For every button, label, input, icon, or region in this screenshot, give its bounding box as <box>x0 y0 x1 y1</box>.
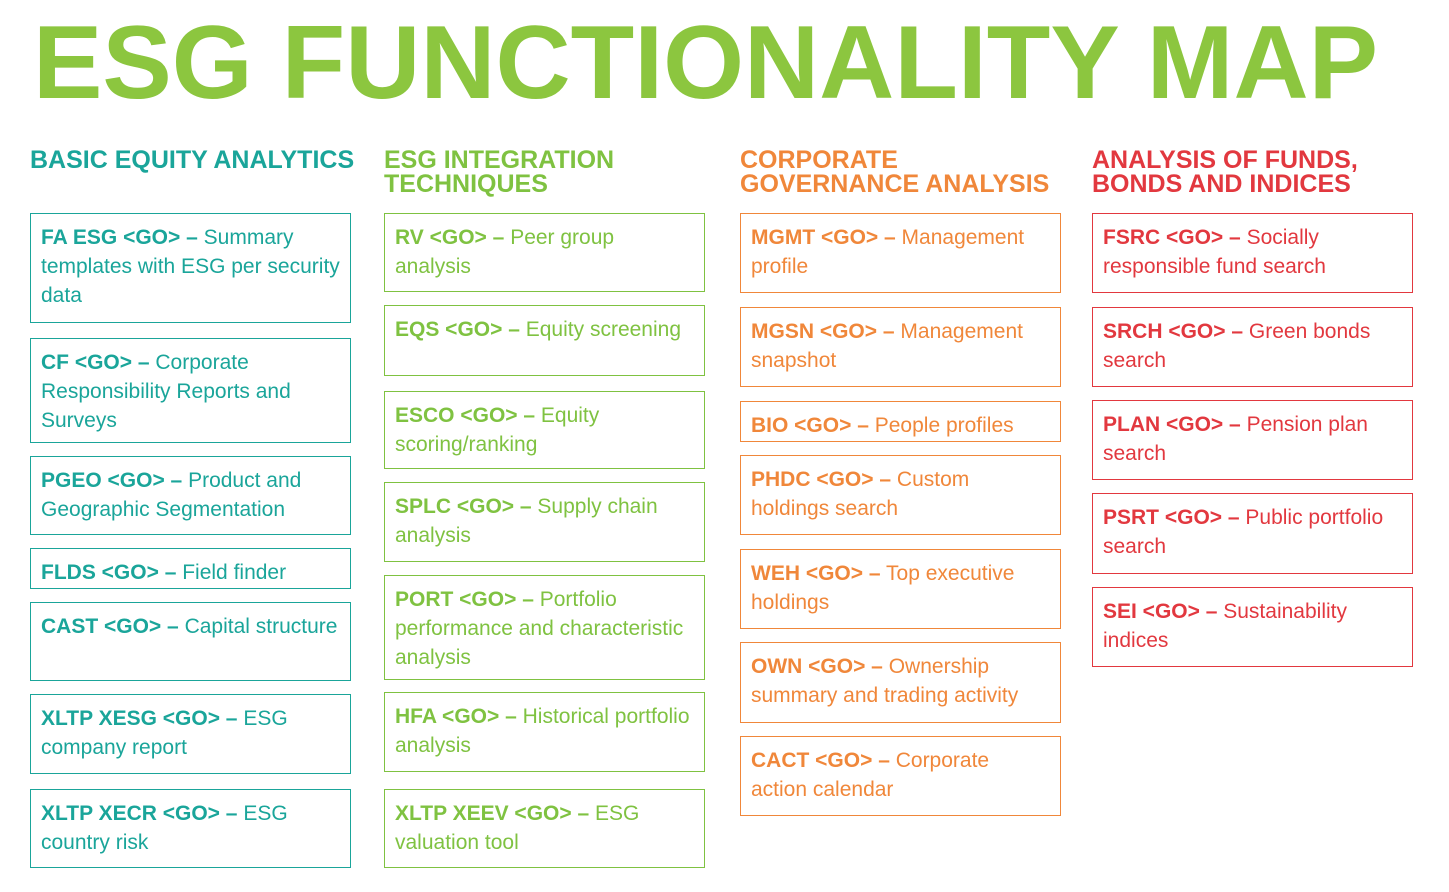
item-box: SRCH <GO> – Green bonds search <box>1092 307 1413 387</box>
description: Corporate Responsibility Reports and Sur… <box>41 351 291 432</box>
item-box: XLTP XEEV <GO> – ESG valuation tool <box>384 789 705 868</box>
description: Field finder <box>182 561 287 584</box>
description: Custom holdings search <box>751 468 970 520</box>
command: PGEO <GO> – <box>41 469 183 492</box>
command: MGSN <GO> – <box>751 320 895 343</box>
item-box: OWN <GO> – Ownership summary and trading… <box>740 642 1061 723</box>
command: FSRC <GO> – <box>1103 226 1241 249</box>
command: SPLC <GO> – <box>395 495 532 518</box>
command: XLTP XEEV <GO> – <box>395 802 590 825</box>
item-box: ESCO <GO> – Equity scoring/ranking <box>384 391 705 469</box>
item-box: FSRC <GO> – Socially responsible fund se… <box>1092 213 1413 293</box>
item-box: XLTP XECR <GO> – ESG country risk <box>30 789 351 868</box>
description: Peer group analysis <box>395 226 615 278</box>
command: PORT <GO> – <box>395 588 534 611</box>
command: PSRT <GO> – <box>1103 506 1240 529</box>
description: ESG country risk <box>41 802 288 854</box>
item-box: HFA <GO> – Historical portfolio analysis <box>384 692 705 772</box>
command: XLTP XESG <GO> – <box>41 707 238 730</box>
item-box: CAST <GO> – Capital structure <box>30 602 351 681</box>
description: Sustainability indices <box>1103 600 1347 652</box>
item-box: BIO <GO> – People profiles <box>740 401 1061 442</box>
item-box: WEH <GO> – Top executive holdings <box>740 549 1061 629</box>
description: Supply chain analysis <box>395 495 658 547</box>
description: Product and Geographic Segmentation <box>41 469 302 521</box>
description: People profiles <box>874 414 1014 437</box>
command: SEI <GO> – <box>1103 600 1218 623</box>
column-heading: ANALYSIS OF FUNDS, BONDS AND INDICES <box>1092 146 1358 198</box>
command: CACT <GO> – <box>751 749 890 772</box>
item-box: SEI <GO> – Sustainability indices <box>1092 587 1413 667</box>
item-box: PSRT <GO> – Public portfolio search <box>1092 493 1413 574</box>
description: Equity scoring/ranking <box>395 404 600 456</box>
item-box: XLTP XESG <GO> – ESG company report <box>30 694 351 774</box>
item-box: MGSN <GO> – Management snapshot <box>740 307 1061 387</box>
item-box: PGEO <GO> – Product and Geographic Segme… <box>30 456 351 535</box>
column-heading: BASIC EQUITY ANALYTICS <box>30 146 355 174</box>
item-box: SPLC <GO> – Supply chain analysis <box>384 482 705 562</box>
item-box: FLDS <GO> – Field finder <box>30 548 351 589</box>
command: PLAN <GO> – <box>1103 413 1241 436</box>
description: Pension plan search <box>1103 413 1368 465</box>
command: SRCH <GO> – <box>1103 320 1244 343</box>
description: Socially responsible fund search <box>1103 226 1326 278</box>
column-heading: CORPORATE GOVERNANCE ANALYSIS <box>740 146 1050 198</box>
item-box: PHDC <GO> – Custom holdings search <box>740 455 1061 535</box>
command: FLDS <GO> – <box>41 561 177 584</box>
page-title: ESG FUNCTIONALITY MAP <box>33 5 1378 120</box>
description: ESG valuation tool <box>395 802 640 854</box>
command: MGMT <GO> – <box>751 226 896 249</box>
command: XLTP XECR <GO> – <box>41 802 238 825</box>
title-area: ESG FUNCTIONALITY MAP <box>33 5 1378 120</box>
description: Summary templates with ESG per security … <box>41 226 340 307</box>
column-heading: ESG INTEGRATION TECHNIQUES <box>384 146 615 198</box>
command: WEH <GO> – <box>751 562 881 585</box>
description: Equity screening <box>525 318 682 341</box>
item-box: PORT <GO> – Portfolio performance and ch… <box>384 575 705 680</box>
description: ESG company report <box>41 707 288 759</box>
command: HFA <GO> – <box>395 705 517 728</box>
item-box: FA ESG <GO> – Summary templates with ESG… <box>30 213 351 323</box>
description: Management snapshot <box>751 320 1023 372</box>
command: RV <GO> – <box>395 226 505 249</box>
description: Green bonds search <box>1103 320 1371 372</box>
description: Corporate action calendar <box>751 749 990 801</box>
description: Management profile <box>751 226 1025 278</box>
item-box: MGMT <GO> – Management profile <box>740 213 1061 293</box>
description: Public portfolio search <box>1103 506 1384 558</box>
item-box: PLAN <GO> – Pension plan search <box>1092 400 1413 480</box>
command: PHDC <GO> – <box>751 468 892 491</box>
item-box: CACT <GO> – Corporate action calendar <box>740 736 1061 816</box>
command: ESCO <GO> – <box>395 404 536 427</box>
command: CF <GO> – <box>41 351 150 374</box>
description: Ownership summary and trading activity <box>751 655 1019 707</box>
command: EQS <GO> – <box>395 318 520 341</box>
command: CAST <GO> – <box>41 615 179 638</box>
command: FA ESG <GO> – <box>41 226 198 249</box>
description: Historical portfolio analysis <box>395 705 690 757</box>
description: Portfolio performance and characteristic… <box>395 588 684 669</box>
command: OWN <GO> – <box>751 655 883 678</box>
description: Capital structure <box>184 615 338 638</box>
item-box: CF <GO> – Corporate Responsibility Repor… <box>30 338 351 443</box>
item-box: EQS <GO> – Equity screening <box>384 305 705 376</box>
description: Top executive holdings <box>751 562 1015 614</box>
item-box: RV <GO> – Peer group analysis <box>384 213 705 292</box>
command: BIO <GO> – <box>751 414 869 437</box>
